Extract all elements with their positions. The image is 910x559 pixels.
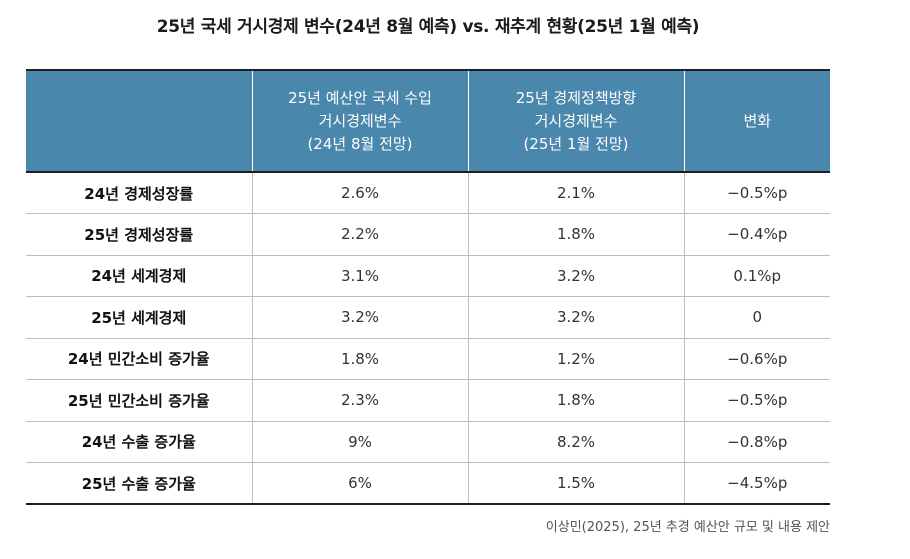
change-value: −0.8%p bbox=[683, 421, 830, 463]
comparison-table: 25년 예산안 국세 수입 거시경제변수 (24년 8월 전망) 25년 경제정… bbox=[26, 69, 830, 505]
row-label: 25년 세계경제 bbox=[26, 296, 252, 339]
aug-value: 1.8% bbox=[251, 338, 468, 380]
row-label: 25년 민간소비 증가율 bbox=[26, 379, 252, 422]
table-row: 24년 민간소비 증가율 1.8% 1.2% −0.6%p bbox=[26, 338, 830, 380]
aug-value: 3.2% bbox=[251, 296, 468, 339]
header-aug-line: 25년 예산안 국세 수입 bbox=[288, 88, 432, 107]
row-label: 24년 세계경제 bbox=[26, 255, 252, 297]
change-value: −4.5%p bbox=[683, 462, 830, 505]
jan-value: 1.2% bbox=[467, 338, 684, 380]
jan-value: 3.2% bbox=[467, 296, 684, 339]
change-value: −0.5%p bbox=[683, 379, 830, 422]
header-aug-line: 거시경제변수 bbox=[318, 111, 402, 130]
aug-value: 3.1% bbox=[251, 255, 468, 297]
row-label: 25년 경제성장률 bbox=[26, 213, 252, 256]
header-row: 25년 예산안 국세 수입 거시경제변수 (24년 8월 전망) 25년 경제정… bbox=[26, 69, 830, 173]
table-row: 24년 수출 증가율 9% 8.2% −0.8%p bbox=[26, 421, 830, 463]
aug-value: 2.6% bbox=[251, 172, 468, 214]
jan-value: 1.8% bbox=[467, 213, 684, 256]
header-jan-line: 거시경제변수 bbox=[534, 111, 618, 130]
change-value: −0.6%p bbox=[683, 338, 830, 380]
jan-value: 2.1% bbox=[467, 172, 684, 214]
header-jan-line: 25년 경제정책방향 bbox=[515, 88, 637, 107]
table-row: 25년 경제성장률 2.2% 1.8% −0.4%p bbox=[26, 213, 830, 256]
table-row: 25년 민간소비 증가율 2.3% 1.8% −0.5%p bbox=[26, 379, 830, 422]
table-row: 24년 경제성장률 2.6% 2.1% −0.5%p bbox=[26, 172, 830, 214]
jan-value: 3.2% bbox=[467, 255, 684, 297]
table-row: 25년 수출 증가율 6% 1.5% −4.5%p bbox=[26, 462, 830, 505]
source-note: 이상민(2025), 25년 추경 예산안 규모 및 내용 제안 bbox=[545, 520, 830, 535]
change-value: 0.1%p bbox=[683, 255, 830, 297]
row-label: 24년 수출 증가율 bbox=[26, 421, 252, 463]
header-jan-forecast: 25년 경제정책방향 거시경제변수 (25년 1월 전망) bbox=[467, 69, 684, 173]
aug-value: 2.3% bbox=[251, 379, 468, 422]
table-row: 25년 세계경제 3.2% 3.2% 0 bbox=[26, 296, 830, 339]
row-label: 24년 민간소비 증가율 bbox=[26, 338, 252, 380]
aug-value: 2.2% bbox=[251, 213, 468, 256]
header-aug-forecast: 25년 예산안 국세 수입 거시경제변수 (24년 8월 전망) bbox=[251, 69, 468, 173]
change-value: −0.4%p bbox=[683, 213, 830, 256]
aug-value: 9% bbox=[251, 421, 468, 463]
header-aug-line: (24년 8월 전망) bbox=[307, 134, 413, 153]
jan-value: 1.5% bbox=[467, 462, 684, 505]
change-value: −0.5%p bbox=[683, 172, 830, 214]
header-change: 변화 bbox=[683, 69, 830, 173]
change-value: 0 bbox=[683, 296, 830, 339]
row-label: 25년 수출 증가율 bbox=[26, 462, 252, 505]
table-title: 25년 국세 거시경제 변수(24년 8월 예측) vs. 재추계 현황(25년… bbox=[156, 17, 700, 37]
table-row: 24년 세계경제 3.1% 3.2% 0.1%p bbox=[26, 255, 830, 297]
row-label: 24년 경제성장률 bbox=[26, 172, 252, 214]
jan-value: 1.8% bbox=[467, 379, 684, 422]
header-jan-line: (25년 1월 전망) bbox=[523, 134, 629, 153]
header-variable bbox=[26, 69, 252, 173]
jan-value: 8.2% bbox=[467, 421, 684, 463]
aug-value: 6% bbox=[251, 462, 468, 505]
